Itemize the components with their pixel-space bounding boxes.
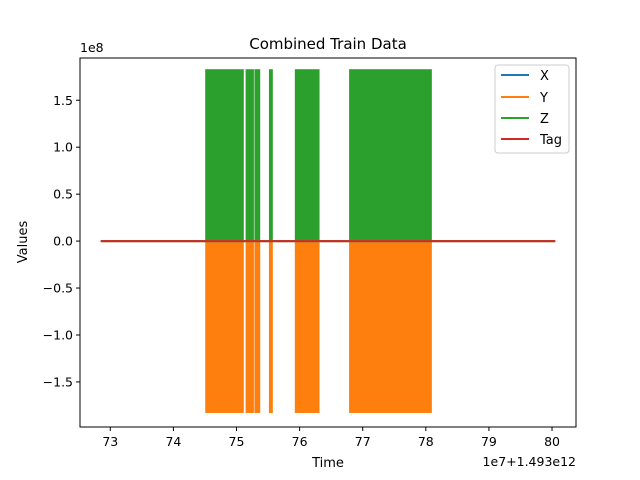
legend-label-z: Z — [540, 112, 549, 127]
series-y-band — [205, 241, 244, 413]
plot-layer — [100, 69, 556, 413]
y-axis-label: Values — [16, 221, 31, 264]
x-tick-label: 79 — [481, 434, 497, 449]
legend-box — [494, 64, 570, 154]
x-tick-label: 77 — [355, 434, 371, 449]
series-z-band — [294, 69, 320, 242]
chart-title: Combined Train Data — [249, 35, 407, 53]
x-axis-label: Time — [311, 456, 344, 471]
x-tick-label: 76 — [292, 434, 308, 449]
x-axis: 73 74 75 76 77 78 79 80 — [102, 427, 560, 449]
y-tick-label: 0.5 — [53, 187, 73, 202]
x-tick-label: 73 — [102, 434, 118, 449]
x-tick-label: 74 — [165, 434, 181, 449]
legend-label-tag: Tag — [539, 133, 562, 148]
series-y-band — [349, 241, 432, 413]
y-tick-label: −1.5 — [43, 374, 73, 389]
x-offset-text: 1e7+1.493e12 — [483, 454, 576, 469]
x-tick-label: 78 — [418, 434, 434, 449]
series-y-band — [268, 241, 273, 413]
series-y-band — [254, 241, 261, 413]
y-tick-label: −1.0 — [43, 327, 73, 342]
axes-frame — [79, 57, 577, 428]
y-tick-label: 1.5 — [53, 93, 73, 108]
x-tick-label: 75 — [229, 434, 245, 449]
y-tick-label: 0.0 — [53, 234, 73, 249]
series-z-band — [254, 69, 261, 242]
series-z-band — [245, 69, 254, 242]
series-z-band — [349, 69, 432, 242]
series-z-band — [268, 69, 273, 242]
y-tick-label: −0.5 — [43, 281, 73, 296]
x-tick-label: 80 — [544, 434, 560, 449]
legend: X Y Z Tag — [494, 64, 570, 154]
y-axis: −1.5 −1.0 −0.5 0.0 0.5 1.0 1.5 — [43, 93, 80, 389]
y-offset-text: 1e8 — [80, 40, 104, 55]
series-y-band — [245, 241, 254, 413]
series-y-band — [294, 241, 320, 413]
legend-label-x: X — [540, 69, 549, 84]
series-z-band — [205, 69, 244, 242]
y-tick-label: 1.0 — [53, 140, 73, 155]
legend-label-y: Y — [539, 91, 548, 106]
